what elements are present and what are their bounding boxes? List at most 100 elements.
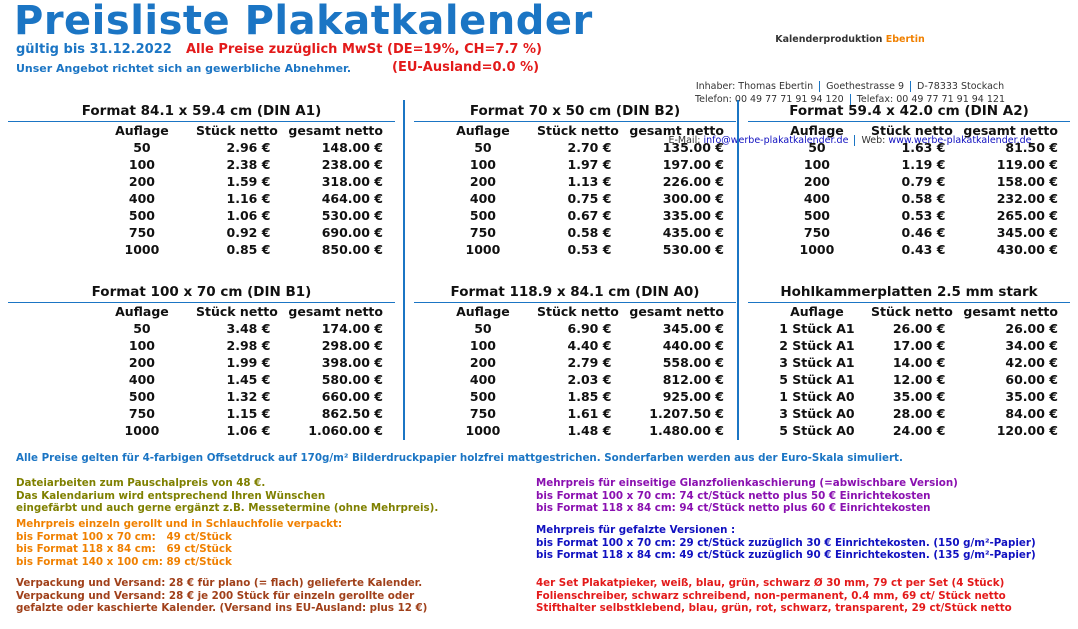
cell: 1.63 € — [901, 140, 946, 155]
contact-item: Telefon: 00 49 77 71 91 94 120 — [694, 94, 844, 105]
note-line: bis Format 118 x 84 cm: 49 ct/Stück zuzü… — [536, 549, 1036, 561]
cell: 862.50 € — [321, 406, 383, 421]
cell: 35.00 € — [892, 389, 946, 404]
cell: 1.19 € — [901, 157, 946, 172]
cell: 400 — [128, 191, 155, 206]
cell: 50 — [133, 321, 151, 336]
cell: 2.79 € — [567, 355, 612, 370]
vat-eu: (EU-Ausland=0.0 %) — [392, 60, 540, 75]
header-row: Auflage Stück netto gesamt netto — [435, 303, 728, 320]
cell: 2.38 € — [226, 157, 271, 172]
cell: 750 — [469, 406, 496, 421]
cell: 50 — [133, 140, 151, 155]
price-row: 50 3.48 € 174.00 € — [94, 320, 387, 337]
price-row: 500 1.32 € 660.00 € — [94, 388, 387, 405]
cell: 12.00 € — [892, 372, 946, 387]
company-name-highlight: Ebertin — [885, 34, 925, 45]
price-row: 100 4.40 € 440.00 € — [435, 337, 728, 354]
cell: 100 — [128, 157, 155, 172]
contact-item: Goethestrasse 9 — [826, 80, 904, 92]
price-panel: Format 70 x 50 cm (DIN B2) Auflage Stück n… — [414, 103, 736, 258]
cell: 1.207.50 € — [649, 406, 724, 421]
cell: 530.00 € — [662, 242, 724, 257]
cell: 1.32 € — [226, 389, 271, 404]
cell: 750 — [128, 406, 155, 421]
price-row: 500 0.53 € 265.00 € — [769, 207, 1062, 224]
cell: 750 — [469, 225, 496, 240]
note-line: bis Format 118 x 84 cm: 94 ct/Stück nett… — [536, 502, 931, 514]
price-panel: Format 84.1 x 59.4 cm (DIN A1) Auflage Stü… — [8, 103, 395, 258]
note-line: Stifthalter selbstklebend, blau, grün, r… — [536, 602, 1012, 614]
cell: 0.92 € — [226, 225, 271, 240]
email-label: E-Mail: — [668, 134, 701, 146]
column-header: gesamt netto — [963, 123, 1058, 138]
price-row: 2 Stück A1 17.00 € 34.00 € — [769, 337, 1062, 354]
cell: 400 — [469, 372, 496, 387]
cell: 1 Stück A0 — [779, 389, 855, 404]
cell: 50 — [474, 321, 492, 336]
price-row: 400 1.45 € 580.00 € — [94, 371, 387, 388]
header-row: Auflage Stück netto gesamt netto — [94, 122, 387, 139]
note-line: 4er Set Plakatpieker, weiß, blau, grün, … — [536, 577, 1005, 589]
note-group: Mehrpreis für einseitige Glanzfolienkasc… — [536, 477, 958, 515]
footnote: Alle Preise gelten für 4-farbigen Offset… — [16, 452, 903, 464]
web[interactable]: www.werbe-plakatkalender.de — [888, 134, 1032, 146]
price-panel: Format 59.4 x 42.0 cm (DIN A2) Auflage Stü… — [748, 103, 1070, 258]
column-header: gesamt netto — [629, 304, 724, 319]
price-row: 3 Stück A1 14.00 € 42.00 € — [769, 354, 1062, 371]
price-panel: Hohlkammerplatten 2.5 mm stark Auflage Stü… — [748, 284, 1070, 439]
cell: 174.00 € — [321, 321, 383, 336]
price-table: Auflage Stück netto gesamt netto 1 Stück A1… — [769, 303, 1062, 439]
price-row: 750 0.46 € 345.00 € — [769, 224, 1062, 241]
column-header: Stück netto — [195, 123, 278, 138]
email[interactable]: info@werbe-plakatkalender.de — [703, 134, 849, 146]
header-row: Auflage Stück netto gesamt netto — [769, 303, 1062, 320]
column-header: gesamt netto — [288, 304, 383, 319]
cell: 6.90 € — [567, 321, 612, 336]
cell: 1000 — [465, 242, 501, 257]
table-title: Format 118.9 x 84.1 cm (DIN A0) — [414, 284, 736, 303]
contact-line: Telefon: 00 49 77 71 91 94 120 Telefax: 0… — [660, 93, 1040, 107]
table-title: Format 59.4 x 42.0 cm (DIN A2) — [748, 103, 1070, 122]
cell: 238.00 € — [321, 157, 383, 172]
note-line: Verpackung und Versand: 28 € je 200 Stüc… — [16, 589, 415, 602]
cell: 50 — [474, 140, 492, 155]
cell: 1.45 € — [226, 372, 271, 387]
cell: 60.00 € — [1005, 372, 1058, 387]
column-header: Auflage — [456, 304, 510, 319]
column-header: Stück netto — [870, 304, 953, 319]
cell: 335.00 € — [662, 208, 724, 223]
price-row: 750 1.61 € 1.207.50 € — [435, 405, 728, 422]
cell: 500 — [469, 208, 496, 223]
column-header: Stück netto — [870, 123, 953, 138]
price-row: 500 0.67 € 335.00 € — [435, 207, 728, 224]
cell: 400 — [128, 372, 155, 387]
price-row: 200 0.79 € 158.00 € — [769, 173, 1062, 190]
cell: 2.03 € — [567, 372, 612, 387]
cell: 17.00 € — [892, 338, 946, 353]
cell: 3 Stück A0 — [779, 406, 855, 421]
cell: 135.00 € — [662, 140, 724, 155]
note-line: bis Format 100 x 70 cm: 49 ct/Stück — [16, 530, 232, 543]
cell: 0.85 € — [226, 242, 271, 257]
cell: 1.59 € — [226, 174, 271, 189]
price-row: 500 1.85 € 925.00 € — [435, 388, 728, 405]
cell: 200 — [469, 174, 496, 189]
note-line: Mehrpreis für einseitige Glanzfolienkasc… — [536, 477, 958, 489]
cell: 2.98 € — [226, 338, 271, 353]
cell: 925.00 € — [662, 389, 724, 404]
contact-line: Inhaber: Thomas Ebertin Goethestrasse 9 D-… — [660, 80, 1040, 94]
price-row: 50 1.63 € 81.50 € — [769, 139, 1062, 156]
note-line: Das Kalendarium wird entsprechend Ihren … — [16, 489, 326, 502]
cell: 1 Stück A1 — [779, 321, 855, 336]
cell: 1.16 € — [226, 191, 271, 206]
price-row: 100 2.98 € 298.00 € — [94, 337, 387, 354]
cell: 1.15 € — [226, 406, 271, 421]
price-table: Auflage Stück netto gesamt netto 50 6.90 € 34… — [435, 303, 728, 439]
cell: 500 — [128, 389, 155, 404]
column-header: Auflage — [790, 123, 844, 138]
cell: 1000 — [465, 423, 501, 438]
column-header: Auflage — [456, 123, 510, 138]
cell: 1.61 € — [567, 406, 612, 421]
cell: 1.060.00 € — [308, 423, 383, 438]
